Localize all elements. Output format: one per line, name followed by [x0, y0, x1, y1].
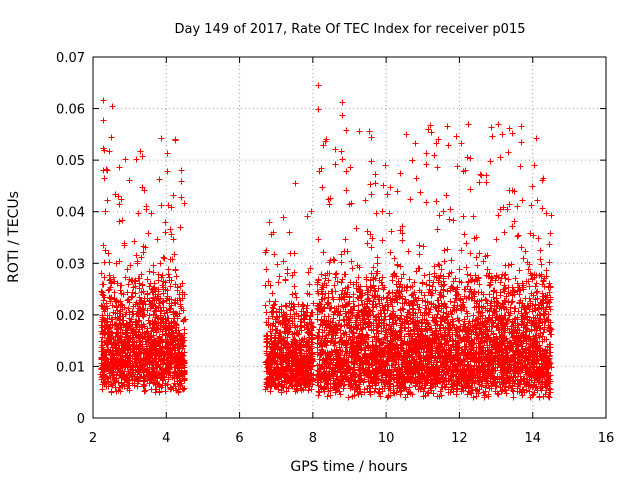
y-tick-label: 0.02 [56, 309, 85, 324]
x-tick-label: 10 [378, 431, 395, 446]
y-tick-label: 0.05 [56, 154, 85, 169]
y-tick-label: 0.04 [56, 206, 85, 221]
data-point-markers [97, 82, 555, 401]
y-axis-label: ROTI / TECUs [6, 191, 22, 283]
x-tick-label: 4 [162, 431, 170, 446]
x-tick-label: 12 [451, 431, 468, 446]
y-tick-label: 0 [77, 412, 85, 427]
x-tick-label: 14 [524, 431, 541, 446]
y-tick-label: 0.03 [56, 257, 85, 272]
y-tick-label: 0.01 [56, 360, 85, 375]
x-tick-label: 16 [598, 431, 615, 446]
plot-frame [92, 56, 607, 419]
y-tick-label: 0.06 [56, 103, 85, 118]
x-tick-label: 2 [89, 431, 97, 446]
x-axis-label: GPS time / hours [290, 459, 407, 475]
y-tick-label: 0.07 [56, 51, 85, 66]
chart-title: Day 149 of 2017, Rate Of TEC Index for r… [175, 22, 526, 37]
data-points [97, 82, 555, 401]
x-tick-label: 6 [235, 431, 243, 446]
axis-ticks: 2 4 6 8 10 12 14 16 0 0.01 0.02 0.03 0.04 0.05 0.06 0.0… [56, 51, 614, 446]
x-tick-label: 8 [309, 431, 317, 446]
